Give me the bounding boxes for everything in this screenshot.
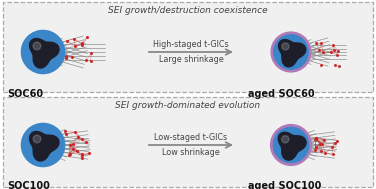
Circle shape bbox=[21, 30, 65, 74]
Text: SOC100: SOC100 bbox=[7, 181, 50, 189]
Text: SEI growth-dominated evolution: SEI growth-dominated evolution bbox=[115, 101, 261, 110]
Text: Low-staged t-GICs: Low-staged t-GICs bbox=[155, 133, 227, 142]
Circle shape bbox=[274, 35, 308, 69]
Circle shape bbox=[271, 32, 311, 72]
Circle shape bbox=[33, 135, 41, 143]
Polygon shape bbox=[278, 132, 306, 160]
FancyBboxPatch shape bbox=[3, 97, 373, 187]
Polygon shape bbox=[30, 39, 59, 68]
Text: SOC60: SOC60 bbox=[7, 89, 43, 99]
Circle shape bbox=[21, 123, 65, 167]
Text: Low shrinkage: Low shrinkage bbox=[162, 148, 220, 157]
Polygon shape bbox=[279, 40, 306, 67]
Circle shape bbox=[271, 125, 311, 165]
Polygon shape bbox=[30, 132, 59, 161]
Circle shape bbox=[282, 136, 289, 143]
Text: SEI growth/destruction coexistence: SEI growth/destruction coexistence bbox=[108, 6, 268, 15]
FancyBboxPatch shape bbox=[3, 2, 373, 92]
Text: aged SOC100: aged SOC100 bbox=[248, 181, 321, 189]
Text: Large shrinkage: Large shrinkage bbox=[159, 55, 223, 64]
Circle shape bbox=[33, 42, 41, 50]
Text: High-staged t-GICs: High-staged t-GICs bbox=[153, 40, 229, 49]
Circle shape bbox=[282, 43, 289, 50]
Circle shape bbox=[274, 128, 308, 162]
Text: aged SOC60: aged SOC60 bbox=[248, 89, 315, 99]
